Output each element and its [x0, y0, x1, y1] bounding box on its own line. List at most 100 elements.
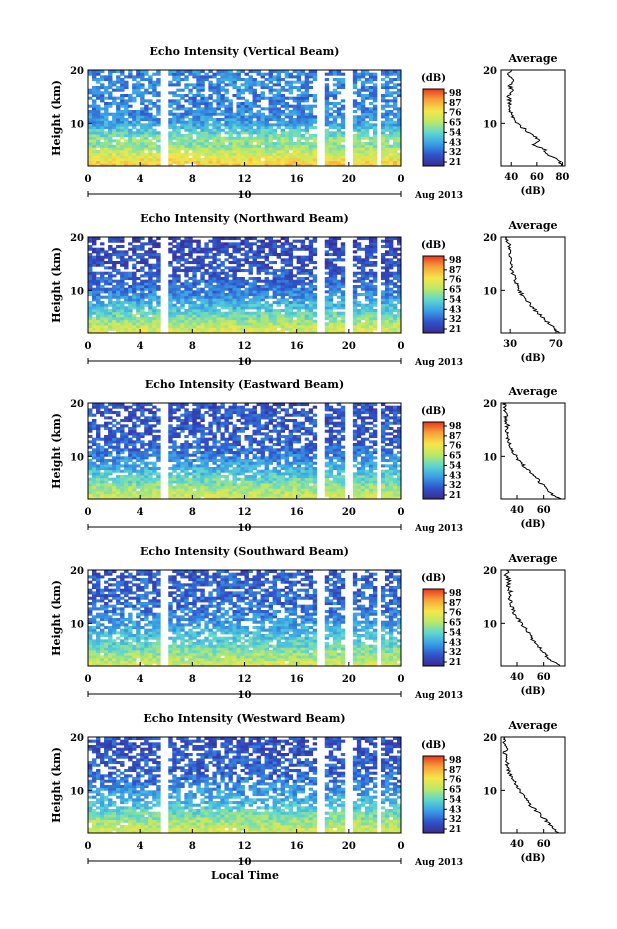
x-tick-label: 4 [137, 174, 144, 185]
x-tick-label: 0 [85, 341, 92, 352]
x-tick-label: 20 [342, 174, 356, 185]
profile-line [503, 569, 561, 667]
x-tick-label: 12 [238, 841, 252, 852]
colorbar-tick-label: 32 [449, 815, 462, 825]
day-label: 10 [238, 523, 252, 534]
x-tick-label: 0 [85, 841, 92, 852]
colorbar-tick-label: 87 [449, 99, 462, 109]
colorbar [422, 255, 445, 334]
profile-y-tick-label: 20 [483, 733, 497, 744]
x-tick-label: 4 [137, 674, 144, 685]
x-tick-label: 20 [342, 674, 356, 685]
date-label: Aug 2013 [414, 191, 463, 201]
colorbar-tick-label: 87 [449, 766, 462, 776]
colorbar-tick-label: 21 [449, 158, 462, 168]
profile-y-tick-label: 10 [483, 452, 497, 463]
x-tick-label: 4 [137, 341, 144, 352]
profile-y-tick-label: 10 [483, 286, 497, 297]
x-axis-label: Local Time [211, 869, 279, 882]
profile-x-label: (dB) [521, 519, 546, 530]
profile-x-tick-label: 60 [537, 505, 551, 516]
y-axis-label: Height (km) [50, 80, 63, 156]
x-tick-label: 0 [85, 674, 92, 685]
colorbar-tick-label: 43 [449, 305, 462, 315]
colorbar-tick-label: 76 [449, 442, 462, 452]
y-tick-label: 10 [70, 286, 84, 297]
colorbar-label: (dB) [421, 240, 446, 251]
profile-frame [500, 402, 566, 500]
x-tick-label: 4 [137, 507, 144, 518]
colorbar-tick-label: 65 [449, 119, 462, 129]
x-tick-label: 20 [342, 841, 356, 852]
profile-y-tick-label: 20 [483, 66, 497, 77]
x-tick-label: 0 [398, 507, 405, 518]
profile-y-tick-label: 10 [483, 786, 497, 797]
day-label: 10 [238, 857, 252, 868]
x-tick-label: 16 [290, 341, 304, 352]
colorbar-tick-label: 65 [449, 452, 462, 462]
day-label: 10 [238, 357, 252, 368]
y-axis-label: Height (km) [50, 247, 63, 323]
colorbar-tick-label: 43 [449, 805, 462, 815]
colorbar-tick-label: 65 [449, 619, 462, 629]
colorbar-tick-label: 98 [449, 89, 462, 99]
colorbar-label: (dB) [421, 406, 446, 417]
x-tick-label: 0 [398, 841, 405, 852]
profile-x-tick-label: 30 [503, 339, 517, 350]
colorbar-label: (dB) [421, 740, 446, 751]
colorbar-tick-label: 32 [449, 148, 462, 158]
profile-title: Average [507, 552, 557, 565]
profile-frame [500, 69, 566, 167]
colorbar-tick-label: 43 [449, 471, 462, 481]
colorbar-tick-label: 87 [449, 599, 462, 609]
colorbar-tick-label: 43 [449, 638, 462, 648]
x-tick-label: 12 [238, 341, 252, 352]
x-tick-label: 16 [290, 841, 304, 852]
heatmap-cells [88, 737, 402, 834]
profile-x-tick-label: 40 [510, 505, 524, 516]
colorbar-tick-label: 76 [449, 276, 462, 286]
y-tick-label: 10 [70, 786, 84, 797]
day-label: 10 [238, 690, 252, 701]
y-tick-label: 10 [70, 619, 84, 630]
colorbar-tick-label: 32 [449, 648, 462, 658]
date-label: Aug 2013 [414, 358, 463, 368]
profile-frame [500, 236, 566, 334]
panel-3: Echo Intensity (Southward Beam) 10 20 Heigh… [50, 545, 566, 701]
colorbar-tick-label: 76 [449, 109, 462, 119]
x-tick-label: 8 [189, 174, 196, 185]
x-tick-label: 16 [290, 674, 304, 685]
colorbar-tick-label: 32 [449, 481, 462, 491]
x-tick-label: 8 [189, 674, 196, 685]
profile-x-tick-label: 40 [504, 172, 518, 183]
profile-x-label: (dB) [521, 686, 546, 697]
colorbar-tick-label: 54 [449, 461, 462, 471]
profile-y-tick-label: 20 [483, 566, 497, 577]
profile-x-tick-label: 40 [510, 672, 524, 683]
colorbar-tick-label: 98 [449, 256, 462, 266]
heatmap-cells [88, 570, 402, 667]
profile-x-tick-label: 80 [555, 172, 569, 183]
colorbar-tick-label: 54 [449, 128, 462, 138]
profile-x-tick-label: 60 [537, 672, 551, 683]
profile-x-tick-label: 60 [537, 839, 551, 850]
x-tick-label: 20 [342, 507, 356, 518]
y-tick-label: 20 [70, 733, 84, 744]
colorbar-tick-label: 54 [449, 295, 462, 305]
profile-y-tick-label: 20 [483, 399, 497, 410]
profile-line [504, 236, 560, 334]
heatmap-cells [88, 403, 402, 500]
date-label: Aug 2013 [414, 858, 463, 868]
colorbar-tick-label: 21 [449, 325, 462, 335]
profile-line [502, 736, 560, 834]
panel-1: Echo Intensity (Northward Beam) 10 20 Heigh… [50, 212, 566, 368]
colorbar [422, 588, 445, 667]
panel-4: Echo Intensity (Westward Beam) 10 20 Height… [50, 712, 566, 868]
heatmap-cells [88, 237, 402, 334]
colorbar-tick-label: 43 [449, 138, 462, 148]
profile-y-tick-label: 20 [483, 233, 497, 244]
colorbar-label: (dB) [421, 573, 446, 584]
colorbar-tick-label: 54 [449, 628, 462, 638]
x-tick-label: 8 [189, 841, 196, 852]
